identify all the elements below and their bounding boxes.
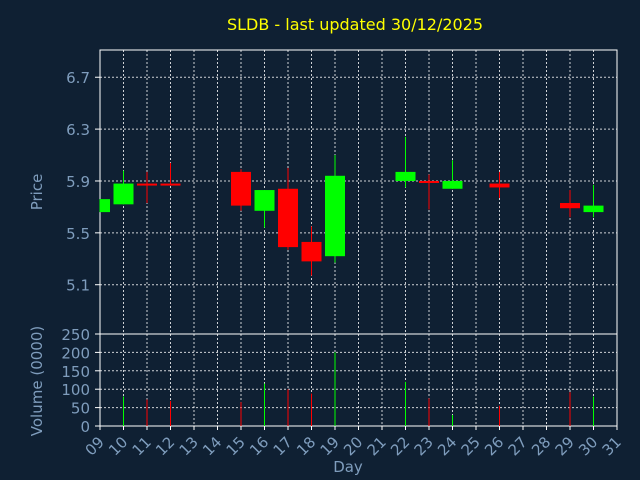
volume-tick-label: 0 xyxy=(80,418,90,436)
x-tick-label: 16 xyxy=(246,433,272,459)
price-tick-label: 5.5 xyxy=(66,225,90,243)
x-tick-label: 19 xyxy=(317,433,343,459)
x-tick-label: 23 xyxy=(411,433,437,459)
candle-body xyxy=(160,183,181,186)
x-tick-label: 26 xyxy=(481,433,507,459)
chart-title: SLDB - last updated 30/12/2025 xyxy=(227,15,483,34)
x-tick-label: 27 xyxy=(505,433,531,459)
candle-body xyxy=(100,199,110,213)
price-tick-label: 6.3 xyxy=(66,121,90,139)
volume-axis-label: Volume (0000) xyxy=(28,326,46,436)
volume-tick-label: 150 xyxy=(61,363,90,381)
x-tick-label: 10 xyxy=(105,433,131,459)
candles xyxy=(99,136,604,276)
candle-body xyxy=(113,183,134,205)
x-tick-label: 24 xyxy=(434,433,460,459)
volume-bars xyxy=(123,352,594,426)
x-tick-label: 21 xyxy=(364,433,390,459)
candle-body xyxy=(489,183,510,188)
x-tick-label: 22 xyxy=(387,433,413,459)
x-tick-label: 09 xyxy=(82,433,108,459)
candle-body xyxy=(395,171,416,181)
x-tick-label: 17 xyxy=(270,433,296,459)
volume-tick-label: 50 xyxy=(71,400,90,418)
x-tick-label: 18 xyxy=(293,433,319,459)
x-tick-label: 13 xyxy=(176,433,202,459)
candle-body xyxy=(325,175,345,257)
price-tick-label: 6.7 xyxy=(66,69,90,87)
x-tick-label: 28 xyxy=(528,433,554,459)
x-tick-label: 31 xyxy=(599,433,625,459)
x-tick-label: 20 xyxy=(340,433,366,459)
x-tick-label: 30 xyxy=(575,433,601,459)
candle-body xyxy=(137,183,157,186)
price-axis-label: Price xyxy=(28,174,46,211)
candle-body xyxy=(419,180,439,183)
x-tick-label: 15 xyxy=(223,433,249,459)
volume-tick-label: 200 xyxy=(61,344,90,362)
x-tick-label: 25 xyxy=(458,433,484,459)
candle-body xyxy=(278,188,298,248)
candle-body xyxy=(442,180,463,189)
candle-body xyxy=(231,171,251,206)
candle-body xyxy=(254,190,275,211)
x-tick-label: 11 xyxy=(129,433,155,459)
volume-tick-label: 250 xyxy=(61,326,90,344)
x-axis-label: Day xyxy=(333,458,363,476)
candle-body xyxy=(560,203,580,209)
x-axis: 0910111213141516171819202122232425262728… xyxy=(82,426,625,459)
x-tick-label: 14 xyxy=(199,433,225,459)
price-tick-label: 5.9 xyxy=(66,173,90,191)
price-axis: 5.1 5.5 5.9 6.3 6.7 xyxy=(66,69,100,295)
candle-body xyxy=(301,241,322,262)
volume-tick-label: 100 xyxy=(61,381,90,399)
candle-body xyxy=(583,205,604,213)
x-tick-label: 29 xyxy=(552,433,578,459)
grid xyxy=(99,49,618,427)
x-tick-label: 12 xyxy=(152,433,178,459)
price-tick-label: 5.1 xyxy=(66,277,90,295)
